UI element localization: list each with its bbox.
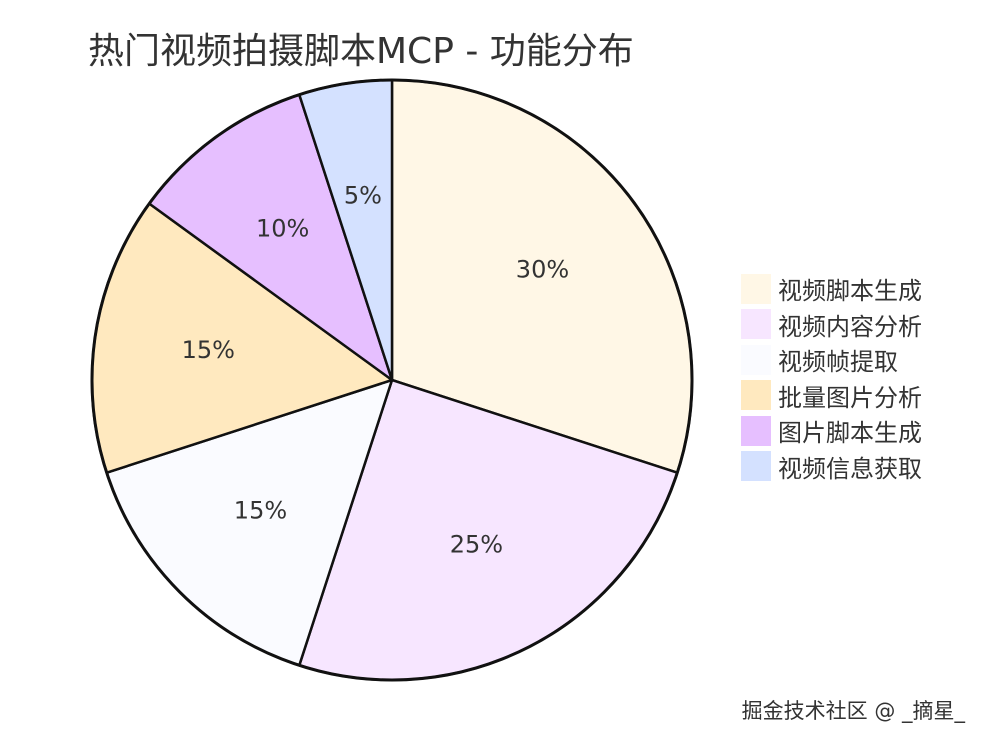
slice-value-label: 15% bbox=[234, 497, 287, 525]
legend-item: 视频信息获取 bbox=[741, 449, 922, 485]
pie-outline bbox=[90, 78, 694, 682]
legend-item: 视频内容分析 bbox=[741, 307, 922, 343]
slice-value-label: 10% bbox=[256, 215, 309, 243]
legend-swatch bbox=[741, 380, 771, 411]
legend-item: 批量图片分析 bbox=[741, 378, 922, 414]
slice-value-label: 30% bbox=[516, 256, 569, 284]
legend-swatch bbox=[741, 451, 771, 482]
legend-swatch bbox=[741, 344, 771, 375]
slice-value-label: 5% bbox=[344, 181, 382, 209]
legend-item: 图片脚本生成 bbox=[741, 413, 922, 449]
slice-value-label: 15% bbox=[182, 336, 235, 364]
legend-label: 视频帧提取 bbox=[778, 348, 898, 377]
legend-item: 视频帧提取 bbox=[741, 342, 922, 378]
legend-swatch bbox=[741, 309, 771, 340]
slice-value-label: 25% bbox=[450, 531, 503, 559]
legend-swatch bbox=[741, 415, 771, 446]
legend-label: 视频内容分析 bbox=[778, 312, 922, 341]
legend-label: 视频信息获取 bbox=[778, 454, 922, 483]
legend: 视频脚本生成 视频内容分析 视频帧提取批量图片分析 图片脚本生成 视频信息获取 bbox=[741, 271, 922, 484]
legend-label: 批量图片分析 bbox=[778, 383, 922, 412]
chart-title: 热门视频拍摄脚本MCP - 功能分布 bbox=[88, 31, 634, 72]
legend-label: 视频脚本生成 bbox=[778, 277, 922, 306]
legend-item: 视频脚本生成 bbox=[741, 271, 922, 307]
legend-label: 图片脚本生成 bbox=[778, 419, 922, 448]
watermark: 掘金技术社区 @ _摘星_ bbox=[741, 699, 965, 723]
legend-swatch bbox=[741, 273, 771, 304]
